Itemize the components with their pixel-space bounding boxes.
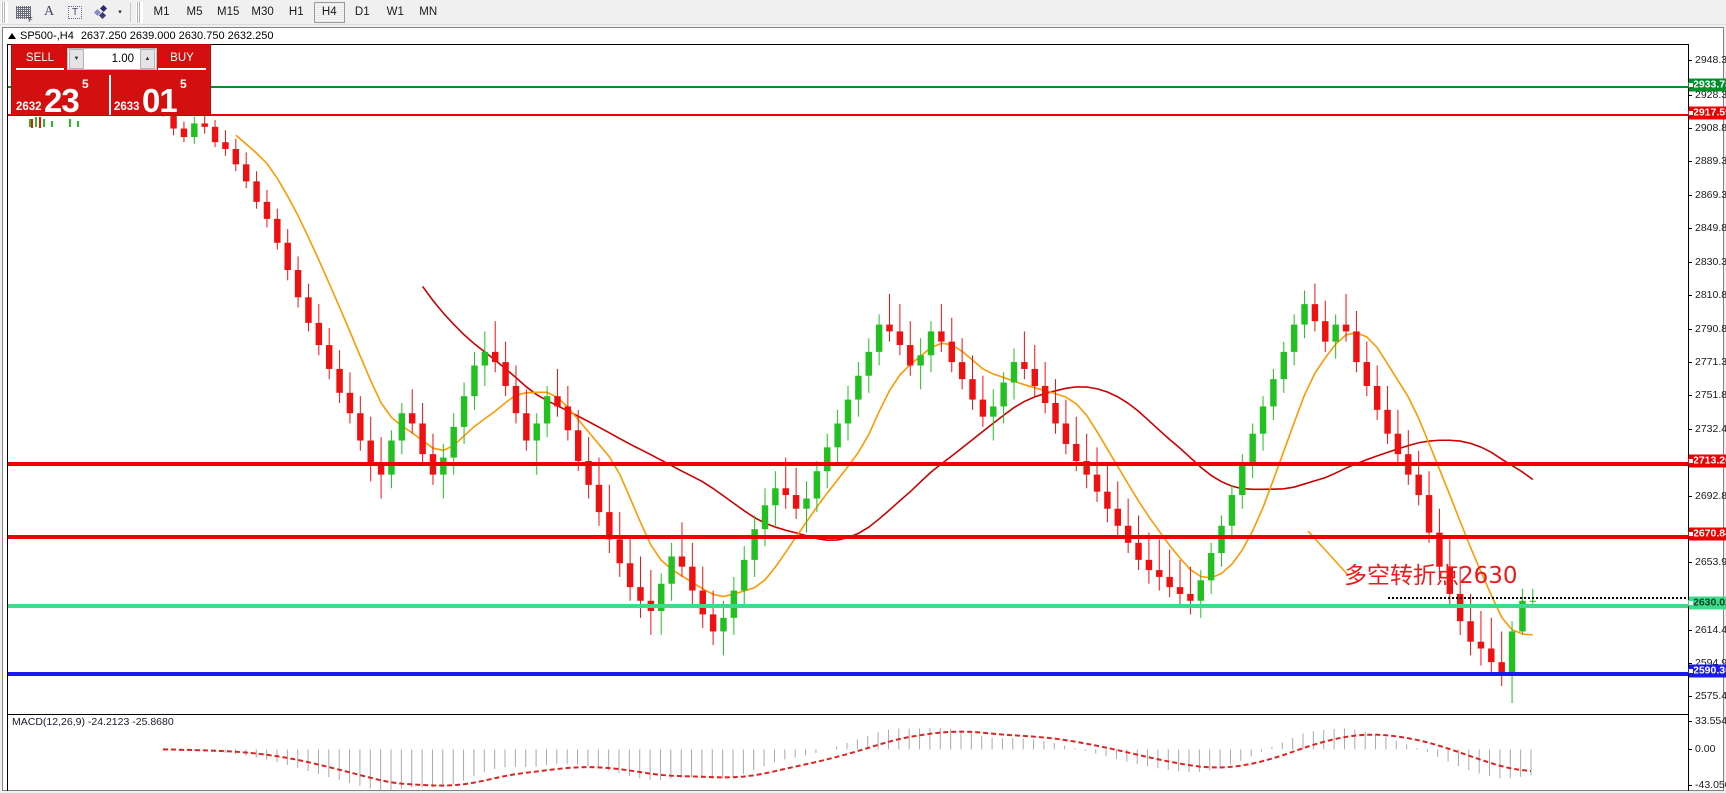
timeframe-h4[interactable]: H4 bbox=[313, 1, 345, 23]
text-box-icon[interactable]: T bbox=[63, 1, 87, 23]
timeframe-m5[interactable]: M5 bbox=[186, 6, 203, 18]
toolbar-grip-1[interactable] bbox=[1, 1, 8, 23]
toolbar-tool-label-t: T bbox=[68, 5, 82, 19]
toolbar-grip-2[interactable] bbox=[136, 1, 143, 23]
price-tick: 2614.420 bbox=[1689, 624, 1726, 636]
price-tick: 2771.360 bbox=[1689, 356, 1726, 368]
macd-histogram bbox=[172, 727, 1532, 791]
trendline[interactable] bbox=[1307, 530, 1349, 576]
timeframe-m30[interactable]: M30 bbox=[251, 6, 274, 18]
macd-axis: 33.5542 0.00 -43.0509 bbox=[1689, 714, 1726, 792]
price-tick: 2692.890 bbox=[1689, 490, 1726, 502]
price-tick: 2948.360 bbox=[1689, 54, 1726, 66]
letter-a-icon[interactable]: A bbox=[37, 1, 61, 23]
candlestick-series bbox=[159, 91, 1537, 704]
price-tick: 2830.360 bbox=[1689, 256, 1726, 268]
bid-price-display[interactable]: 2632 23 5 bbox=[14, 75, 108, 115]
volume-value[interactable]: 1.00 bbox=[111, 53, 134, 65]
one-click-trading-panel[interactable]: SELL ▼ 1.00 ▲ BUY 2632 23 5 2633 01 5 bbox=[11, 44, 211, 116]
macd-label: MACD(12,26,9) -24.2123 -25.8680 bbox=[12, 716, 174, 728]
level-handle[interactable] bbox=[1688, 600, 1694, 607]
price-tick: 2908.830 bbox=[1689, 122, 1726, 134]
ma-slow-line bbox=[421, 285, 1534, 541]
triangle-up-icon[interactable] bbox=[8, 32, 16, 39]
left-edge-strip bbox=[0, 27, 2, 791]
price-tick: 2889.360 bbox=[1689, 155, 1726, 167]
volume-input[interactable]: ▼ 1.00 ▲ bbox=[67, 48, 157, 70]
timeframe-m15[interactable]: M15 bbox=[217, 6, 240, 18]
ma-fast-line bbox=[235, 134, 1533, 636]
price-level-label-red[interactable]: 2713.202 bbox=[1689, 454, 1726, 468]
price-tick: 2732.420 bbox=[1689, 423, 1726, 435]
price-axis[interactable]: 2948.3602928.3002908.8302889.3602869.300… bbox=[1688, 44, 1726, 714]
chart-header: SP500-,H4 2637.250 2639.000 2630.750 263… bbox=[3, 28, 1723, 43]
timeframe-h1[interactable]: H1 bbox=[288, 6, 304, 18]
level-handle[interactable] bbox=[1688, 82, 1694, 89]
chevron-down-icon[interactable]: ▾ bbox=[118, 9, 122, 16]
macd-subwindow[interactable]: MACD(12,26,9) -24.2123 -25.8680 bbox=[7, 714, 1689, 792]
price-tick: 2810.890 bbox=[1689, 289, 1726, 301]
price-level-label-mint[interactable]: 2630.028 bbox=[1689, 596, 1726, 610]
bid-price-fraction: 5 bbox=[82, 77, 89, 91]
sell-button[interactable]: SELL bbox=[16, 48, 64, 70]
buy-button[interactable]: BUY bbox=[158, 48, 206, 70]
price-level-label-green[interactable]: 2933.789 bbox=[1689, 78, 1726, 92]
misc-marks bbox=[29, 117, 79, 128]
toolbar: A T ▾ M1 M5 M15 M30 H1 H4 D1 W1 MN bbox=[0, 0, 1726, 25]
price-tick: 2751.890 bbox=[1689, 389, 1726, 401]
level-handle[interactable] bbox=[1688, 458, 1694, 465]
price-level-label-red[interactable]: 2670.849 bbox=[1689, 527, 1726, 541]
timeframe-mn[interactable]: MN bbox=[419, 6, 438, 18]
price-tick: 2790.830 bbox=[1689, 323, 1726, 335]
macd-tick: 0.00 bbox=[1689, 743, 1715, 755]
ask-price-fraction: 5 bbox=[180, 77, 187, 91]
price-level-label-blue[interactable]: 2590.367 bbox=[1689, 664, 1726, 678]
chart-symbol-label: SP500-,H4 bbox=[20, 29, 74, 42]
price-plot[interactable] bbox=[8, 45, 1688, 714]
macd-tick: 33.5542 bbox=[1689, 715, 1726, 727]
bid-price-whole: 2632 bbox=[16, 101, 42, 113]
macd-tick: -43.0509 bbox=[1689, 779, 1726, 791]
shapes-glyph bbox=[93, 4, 109, 19]
toolbar-tool-label-a: A bbox=[43, 4, 55, 19]
occ-controls-row: SELL ▼ 1.00 ▲ BUY bbox=[12, 45, 210, 73]
crosshair-glyph bbox=[15, 5, 33, 24]
chart-annotation-text[interactable]: 多空转折点2630 bbox=[1344, 563, 1518, 589]
macd-signal-line bbox=[162, 730, 1532, 787]
ask-price-pips: 01 bbox=[142, 82, 178, 115]
timeframe-group: M1 M5 M15 M30 H1 H4 D1 W1 MN bbox=[145, 1, 445, 23]
price-tick: 2653.950 bbox=[1689, 556, 1726, 568]
toolbar-divider bbox=[130, 2, 131, 22]
chart-ohlc-label: 2637.250 2639.000 2630.750 2632.250 bbox=[80, 29, 274, 42]
chart-window[interactable]: SP500-,H4 2637.250 2639.000 2630.750 263… bbox=[2, 27, 1726, 793]
macd-plot bbox=[162, 727, 1532, 791]
ask-price-display[interactable]: 2633 01 5 bbox=[112, 75, 206, 115]
timeframe-d1[interactable]: D1 bbox=[354, 6, 370, 18]
timeframe-w1[interactable]: W1 bbox=[386, 6, 404, 18]
price-tick: 2869.300 bbox=[1689, 189, 1726, 201]
price-level-label-red[interactable]: 2917.591 bbox=[1689, 106, 1726, 120]
price-tick: 2575.480 bbox=[1689, 690, 1726, 702]
price-tick: 2849.830 bbox=[1689, 222, 1726, 234]
volume-up-icon[interactable]: ▲ bbox=[140, 49, 155, 69]
price-series-svg bbox=[29, 91, 1537, 704]
crosshair-icon[interactable] bbox=[11, 1, 35, 24]
level-handle[interactable] bbox=[1688, 667, 1694, 674]
price-plot-frame[interactable] bbox=[7, 44, 1689, 714]
bottom-edge-strip bbox=[0, 791, 1726, 793]
level-handle[interactable] bbox=[1688, 109, 1694, 116]
occ-divider bbox=[109, 75, 111, 115]
ask-price-whole: 2633 bbox=[114, 101, 140, 113]
shapes-icon[interactable] bbox=[89, 1, 113, 23]
volume-down-icon[interactable]: ▼ bbox=[69, 49, 84, 69]
timeframe-m1[interactable]: M1 bbox=[153, 6, 170, 18]
level-handle[interactable] bbox=[1688, 530, 1694, 537]
bid-price-pips: 23 bbox=[44, 82, 80, 115]
